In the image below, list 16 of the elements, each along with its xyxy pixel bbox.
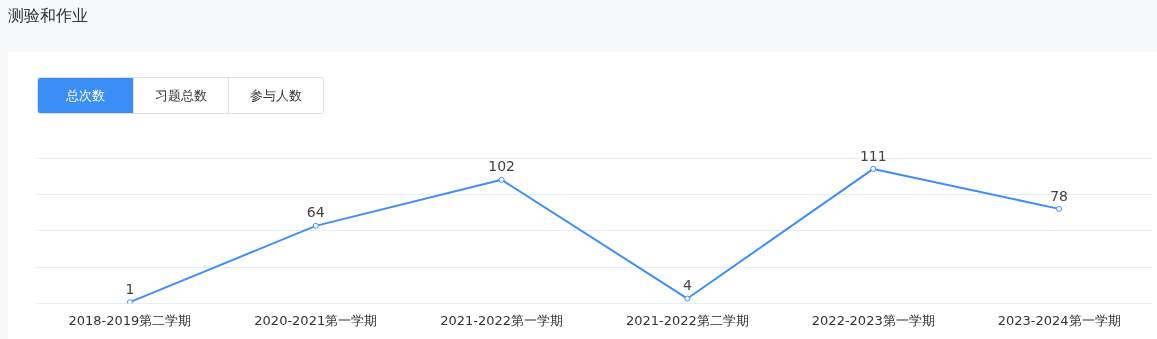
data-label: 64 xyxy=(306,204,325,221)
x-tick-label: 2018-2019第二学期 xyxy=(68,312,192,328)
x-tick-label: 2020-2021第一学期 xyxy=(254,312,378,328)
data-label: 78 xyxy=(1050,187,1068,204)
x-tick-label: 2021-2022第二学期 xyxy=(625,312,749,328)
x-tick-label: 2022-2023第一学期 xyxy=(811,312,935,328)
text: 参与人数 xyxy=(228,78,323,113)
data-label: 4 xyxy=(682,277,692,294)
text: 总次数 xyxy=(38,78,133,113)
x-tick-label: 2021-2022第一学期 xyxy=(440,312,564,328)
text: 习题总数 xyxy=(133,78,228,113)
chart-title: 测验和作业 xyxy=(8,6,88,27)
data-label: 1 xyxy=(125,280,135,297)
x-tick-label: 2023-2024第一学期 xyxy=(997,312,1121,328)
data-label: 102 xyxy=(488,158,515,175)
data-label: 111 xyxy=(859,147,887,164)
